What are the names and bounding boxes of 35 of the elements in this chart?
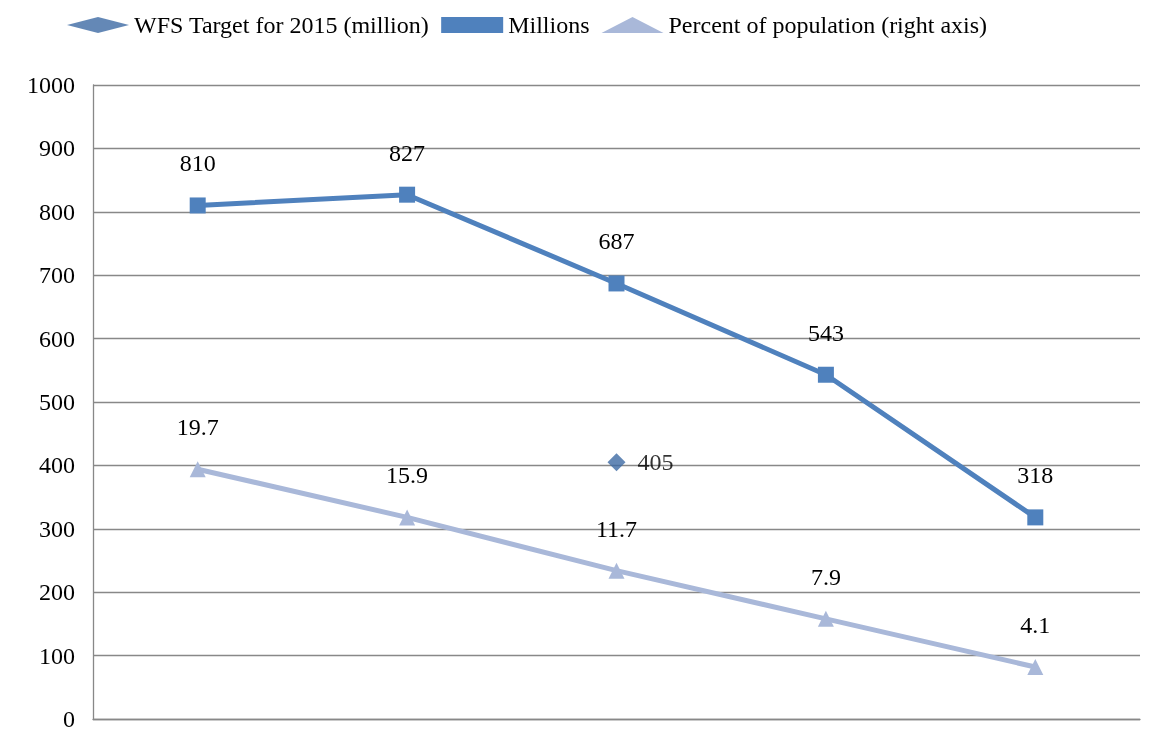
- data-label: 7.9: [810, 563, 841, 590]
- point: [817, 610, 834, 627]
- point: [399, 509, 416, 526]
- data-label: 318: [1017, 462, 1054, 489]
- point: [189, 461, 206, 478]
- data-label: 827: [389, 139, 426, 166]
- data-label: 810: [179, 150, 216, 177]
- point: [399, 186, 416, 203]
- y-tick-label: 0: [63, 706, 75, 731]
- y-tick-label: 200: [39, 579, 75, 606]
- legend-label: Millions: [508, 12, 590, 38]
- data-label: 11.7: [595, 515, 638, 542]
- data-label: 543: [807, 319, 844, 346]
- point: [607, 453, 626, 472]
- point: [189, 197, 206, 214]
- data-label: 15.9: [386, 462, 429, 489]
- point: [608, 562, 625, 579]
- y-tick-label: 1000: [27, 72, 75, 98]
- data-label: 4.1: [1020, 612, 1051, 639]
- y-tick-label: 700: [39, 262, 75, 289]
- point: [1027, 659, 1044, 676]
- legend-label: Percent of population (right axis): [668, 12, 988, 38]
- legend-label: WFS Target for 2015 (million): [134, 12, 429, 38]
- point: [817, 366, 834, 383]
- y-tick-label: 300: [39, 515, 75, 542]
- y-tick-label: 900: [39, 135, 75, 162]
- point: [608, 275, 625, 292]
- y-tick-label: 400: [39, 452, 75, 479]
- y-tick-label: 100: [39, 642, 75, 669]
- y-tick-label: 800: [39, 198, 75, 225]
- point: [1027, 509, 1044, 526]
- y-tick-label: 600: [39, 325, 75, 352]
- y-tick-label: 500: [39, 389, 75, 415]
- data-label: 19.7: [176, 414, 219, 441]
- data-label: 687: [598, 228, 635, 255]
